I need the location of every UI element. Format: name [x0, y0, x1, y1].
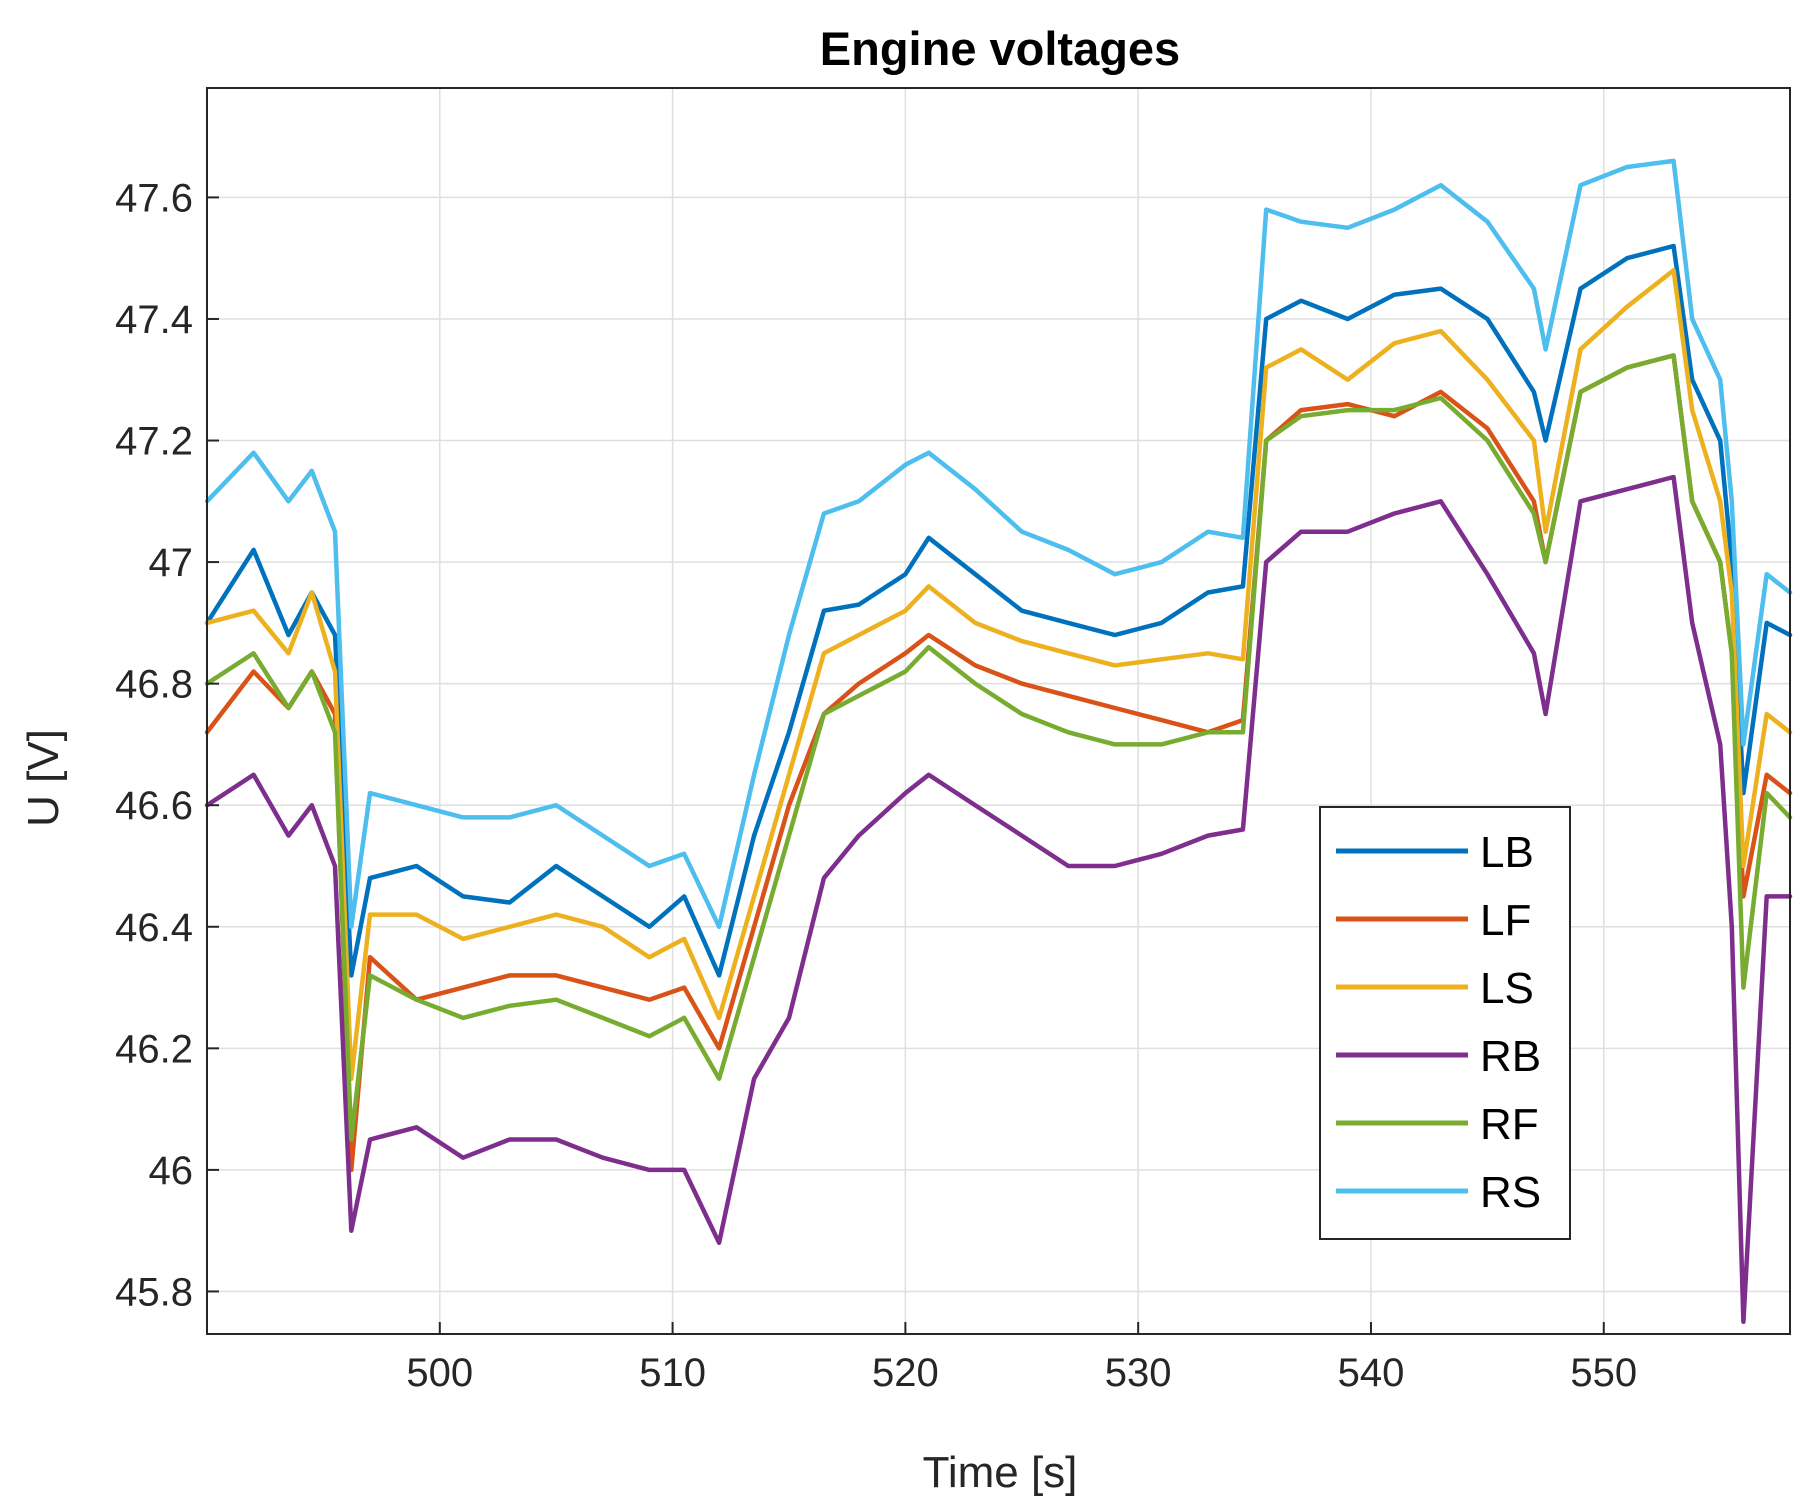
x-tick-label: 510	[639, 1351, 706, 1395]
x-tick-label: 500	[406, 1351, 473, 1395]
series-lines	[204, 158, 1793, 1325]
y-tick-label: 47.6	[115, 176, 193, 220]
y-tick-label: 46.4	[115, 906, 193, 950]
y-axis-ticks: 45.8 46 46.2 46.4 46.6 46.8 47 47.2 47.4 47.6	[115, 176, 219, 1314]
x-tick-label: 520	[872, 1351, 939, 1395]
y-tick-label: 45.8	[115, 1270, 193, 1314]
legend-label-rf: RF	[1480, 1100, 1539, 1149]
chart-title: Engine voltages	[820, 22, 1180, 75]
y-tick-label: 46.2	[115, 1027, 193, 1071]
x-tick-label: 540	[1338, 1351, 1405, 1395]
y-tick-label: 47.4	[115, 298, 193, 342]
series-line-rf	[204, 353, 1793, 1142]
legend-label-rb: RB	[1480, 1032, 1541, 1081]
x-tick-label: 550	[1570, 1351, 1637, 1395]
legend-label-rs: RS	[1480, 1168, 1541, 1217]
series-line-rb	[204, 474, 1793, 1325]
legend: LB LF LS RB RF RS	[1319, 806, 1571, 1240]
x-axis-label: Time [s]	[923, 1448, 1078, 1497]
plot-frame	[206, 87, 1791, 1335]
legend-label-lf: LF	[1480, 896, 1531, 945]
y-tick-label: 46	[149, 1149, 194, 1193]
x-tick-label: 530	[1105, 1351, 1172, 1395]
y-tick-label: 47.2	[115, 420, 193, 464]
y-tick-label: 46.6	[115, 784, 193, 828]
legend-box	[1319, 806, 1571, 1240]
series-line-lb	[204, 243, 1793, 978]
series-line-ls	[204, 268, 1793, 1081]
legend-label-lb: LB	[1480, 828, 1534, 877]
legend-label-ls: LS	[1480, 964, 1534, 1013]
y-tick-label: 47	[149, 541, 194, 585]
y-axis-label: U [V]	[19, 729, 68, 827]
y-tick-label: 46.8	[115, 663, 193, 707]
x-axis-ticks: 500 510 520 530 540 550	[406, 1322, 1637, 1395]
series-line-rs	[204, 158, 1793, 930]
